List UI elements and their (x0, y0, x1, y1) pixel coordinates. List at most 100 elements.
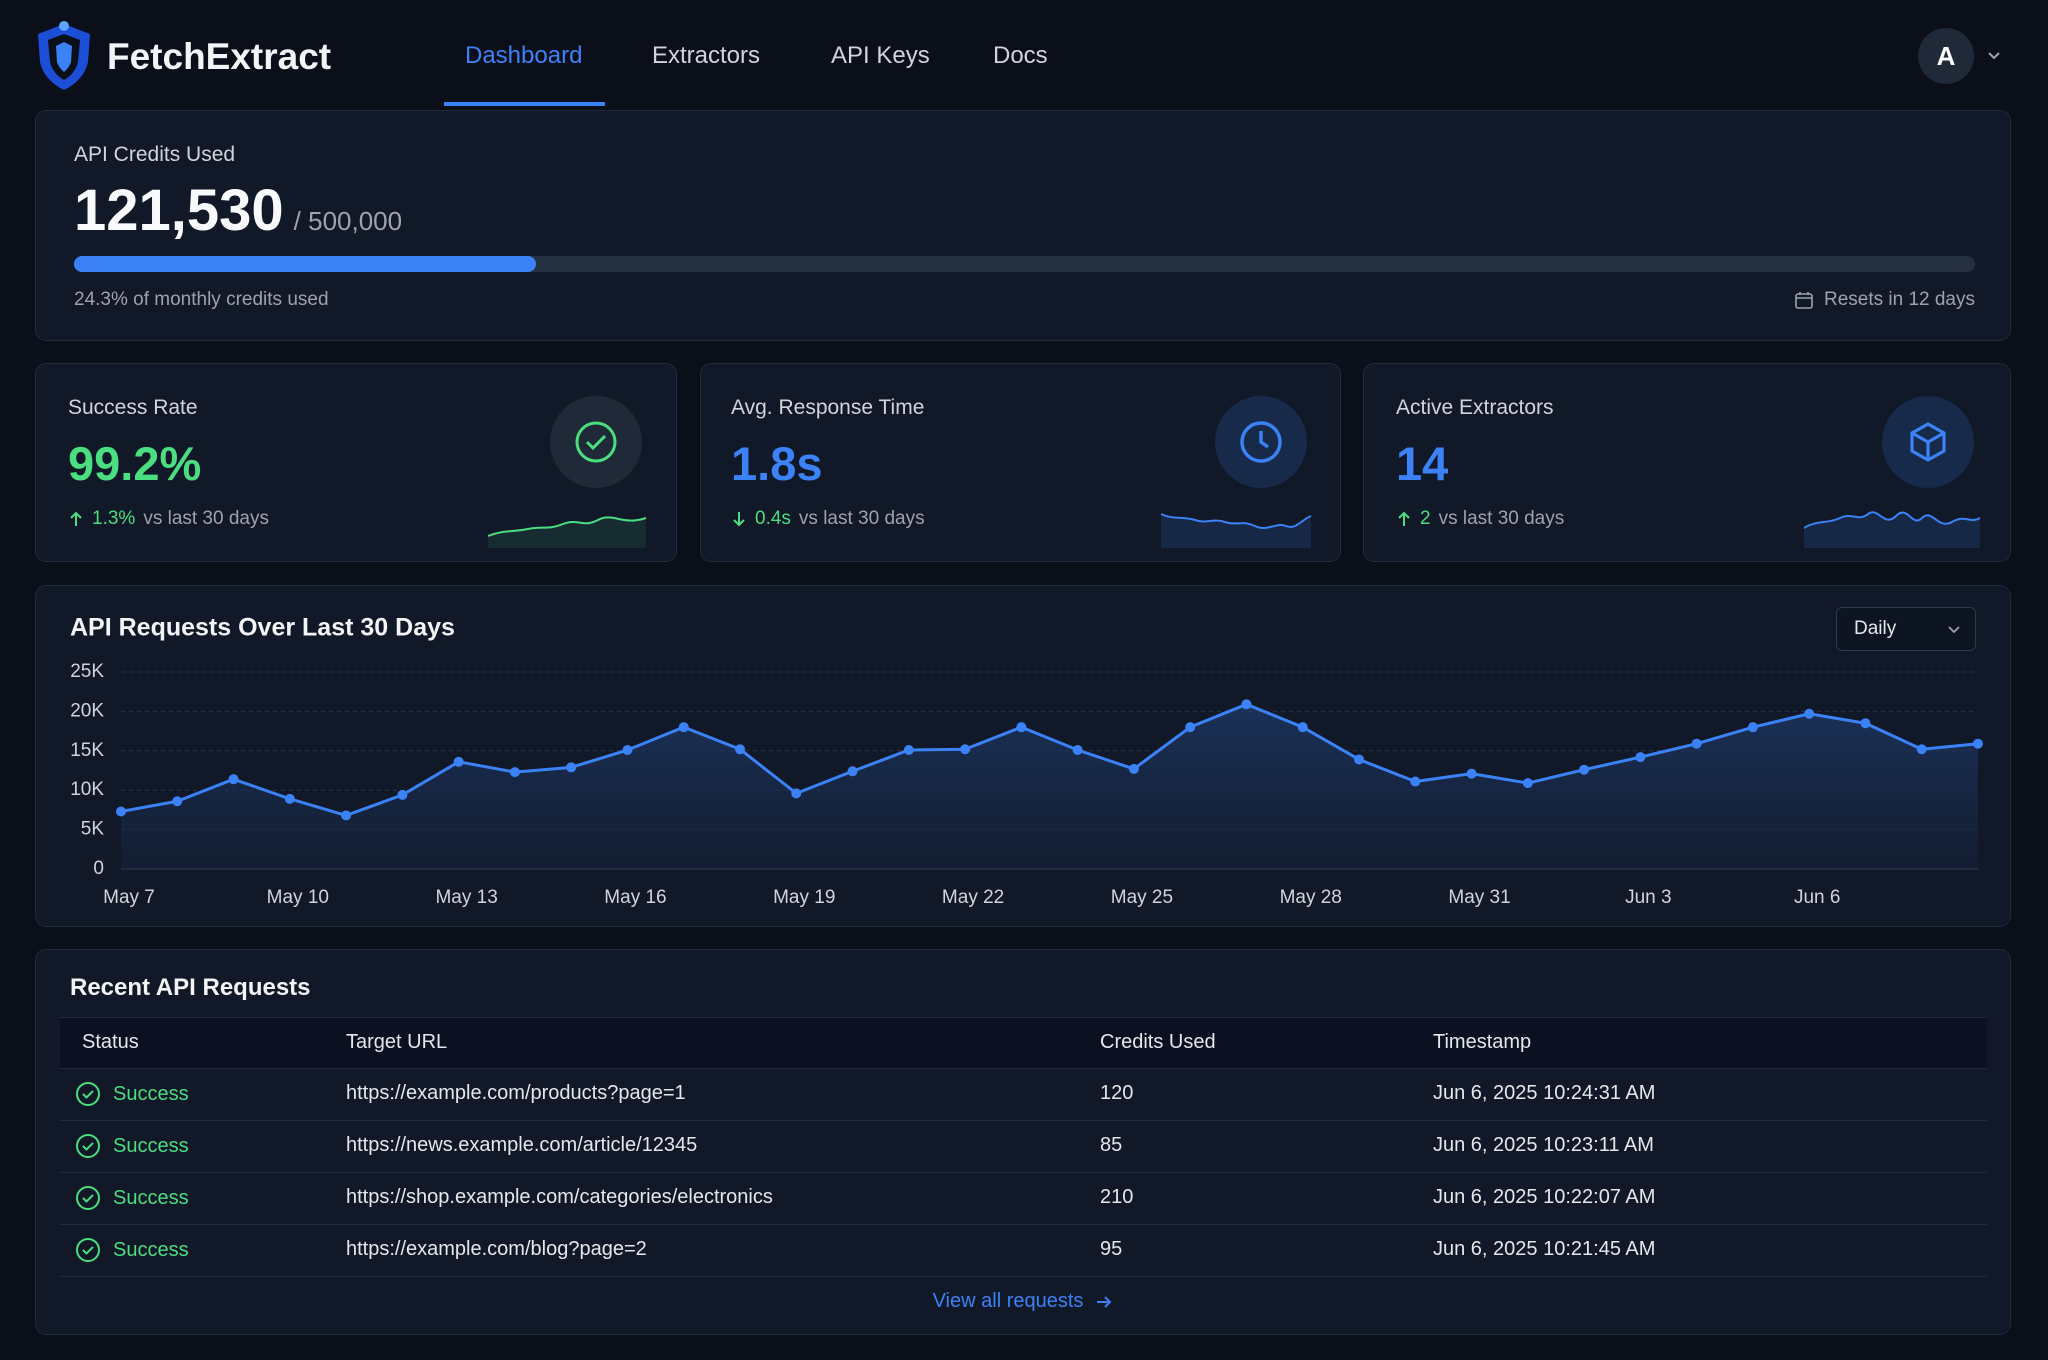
chevron (1948, 626, 1960, 634)
status-cell: Success (75, 1081, 189, 1107)
table-row: Success https://example.com/products?page… (60, 1068, 1987, 1121)
x-tick-label: May 22 (942, 887, 1004, 908)
success-icon (76, 1186, 100, 1210)
view-all-link[interactable]: View all requests (36, 1290, 2010, 1313)
table-cell: 210 (1100, 1186, 1134, 1208)
chevron[interactable] (1986, 48, 2002, 64)
point (903, 745, 914, 756)
point (1522, 778, 1533, 789)
change-value: 2 (1420, 508, 1431, 529)
table-cell: Jun 6, 2025 10:24:31 AM (1433, 1082, 1656, 1104)
sparkline (1161, 513, 1312, 548)
point (1297, 722, 1308, 733)
status-text: Success (113, 1082, 189, 1105)
point (1185, 722, 1196, 733)
nav-underline (444, 102, 605, 106)
chart-card: API Requests Over Last 30 Days 0 5K 10K 15K… (35, 585, 2011, 927)
arrow-up (1398, 511, 1410, 526)
point (1016, 722, 1027, 733)
x-tick-label: May 31 (1448, 887, 1510, 908)
x-tick-label: Jun 6 (1794, 887, 1840, 908)
point (1635, 752, 1646, 763)
stat-label: Active Extractors (1396, 396, 1554, 419)
stat-card: Avg. Response Time 1.8s 0.4s vs last 30 d… (700, 363, 1341, 562)
reset-text: Resets in 12 days (1823, 289, 1975, 310)
arrow-up (70, 511, 82, 526)
line (120, 702, 1979, 817)
point (566, 762, 577, 773)
stat-icon (550, 396, 642, 488)
point (172, 796, 183, 807)
column-header: Timestamp (1433, 1031, 1532, 1053)
sparkline (488, 516, 647, 548)
status-text: Success (113, 1238, 189, 1261)
point (1860, 718, 1871, 729)
stat-icon (1215, 396, 1307, 488)
y-tick-label: 5K (81, 819, 105, 840)
stat-change: 2 vs last 30 days (1396, 508, 1564, 530)
progress-track (74, 256, 1975, 272)
point (1128, 763, 1139, 774)
point (453, 756, 464, 767)
point (1579, 764, 1590, 775)
table-cell: Jun 6, 2025 10:21:45 AM (1433, 1238, 1656, 1260)
point (791, 788, 802, 799)
nav-item[interactable]: Extractors (652, 42, 761, 69)
point (116, 806, 126, 817)
y-tick-label: 25K (70, 661, 104, 682)
table-cell: https://example.com/products?page=1 (346, 1082, 686, 1104)
nav-item[interactable]: Dashboard (465, 42, 583, 69)
stat-change: 1.3% vs last 30 days (68, 508, 269, 530)
column-header: Target URL (346, 1031, 448, 1053)
credits-used: 121,530 (74, 178, 284, 243)
nav-item[interactable]: API Keys (831, 42, 930, 69)
stat-value: 1.8s (731, 437, 823, 490)
interval-select[interactable]: Daily (1836, 607, 1976, 651)
table-row: Success https://example.com/blog?page=2 95… (60, 1224, 1987, 1277)
table-card: Recent API Requests Status Target URL Cred… (35, 949, 2011, 1335)
brand: FetchExtract (107, 36, 332, 77)
stat-value: 99.2% (68, 437, 202, 490)
credits-total: / 500,000 (293, 206, 403, 236)
point (1691, 738, 1702, 749)
change-suffix: vs last 30 days (143, 508, 269, 529)
point (622, 745, 633, 756)
point (1973, 738, 1983, 749)
status-cell: Success (75, 1237, 189, 1263)
point (341, 810, 352, 821)
x-tick-label: May 25 (1111, 887, 1173, 908)
table-cell: Jun 6, 2025 10:22:07 AM (1433, 1186, 1656, 1208)
stat-value: 14 (1396, 437, 1449, 490)
table-row: Success https://shop.example.com/categori… (60, 1172, 1987, 1225)
point (678, 722, 689, 733)
x-tick-label: May 13 (435, 887, 497, 908)
stat-icon (1882, 396, 1974, 488)
chart: API Requests Over Last 30 Days 0 5K 10K 15K… (70, 614, 1983, 908)
change-suffix: vs last 30 days (798, 508, 925, 529)
status-cell: Success (75, 1133, 189, 1159)
y-tick-label: 15K (70, 740, 104, 761)
area (121, 704, 1978, 869)
x-tick-label: May 7 (103, 887, 155, 908)
chart-title: API Requests Over Last 30 Days (70, 614, 455, 642)
x-tick-label: May 10 (267, 887, 329, 908)
sparkline (1804, 511, 1981, 548)
avatar[interactable]: A (1918, 28, 1974, 84)
credits-value: 121,530 / 500,000 (74, 177, 402, 244)
column-header: Status (82, 1031, 139, 1053)
table-cell: https://example.com/blog?page=2 (346, 1238, 647, 1260)
x-tick-label: May 16 (604, 887, 666, 908)
status-cell: Success (75, 1185, 189, 1211)
arrow-down (733, 512, 745, 527)
x-tick-label: May 19 (773, 887, 835, 908)
reset-info: Resets in 12 days (1794, 289, 1975, 311)
table-cell: 95 (1100, 1238, 1123, 1260)
table-cell: 120 (1100, 1082, 1134, 1104)
x-tick-label: May 28 (1280, 887, 1342, 908)
success-icon (76, 1238, 100, 1262)
column-header: Credits Used (1100, 1031, 1216, 1053)
table-cell: https://news.example.com/article/12345 (346, 1134, 698, 1156)
nav-item[interactable]: Docs (993, 42, 1048, 69)
point (960, 744, 971, 755)
